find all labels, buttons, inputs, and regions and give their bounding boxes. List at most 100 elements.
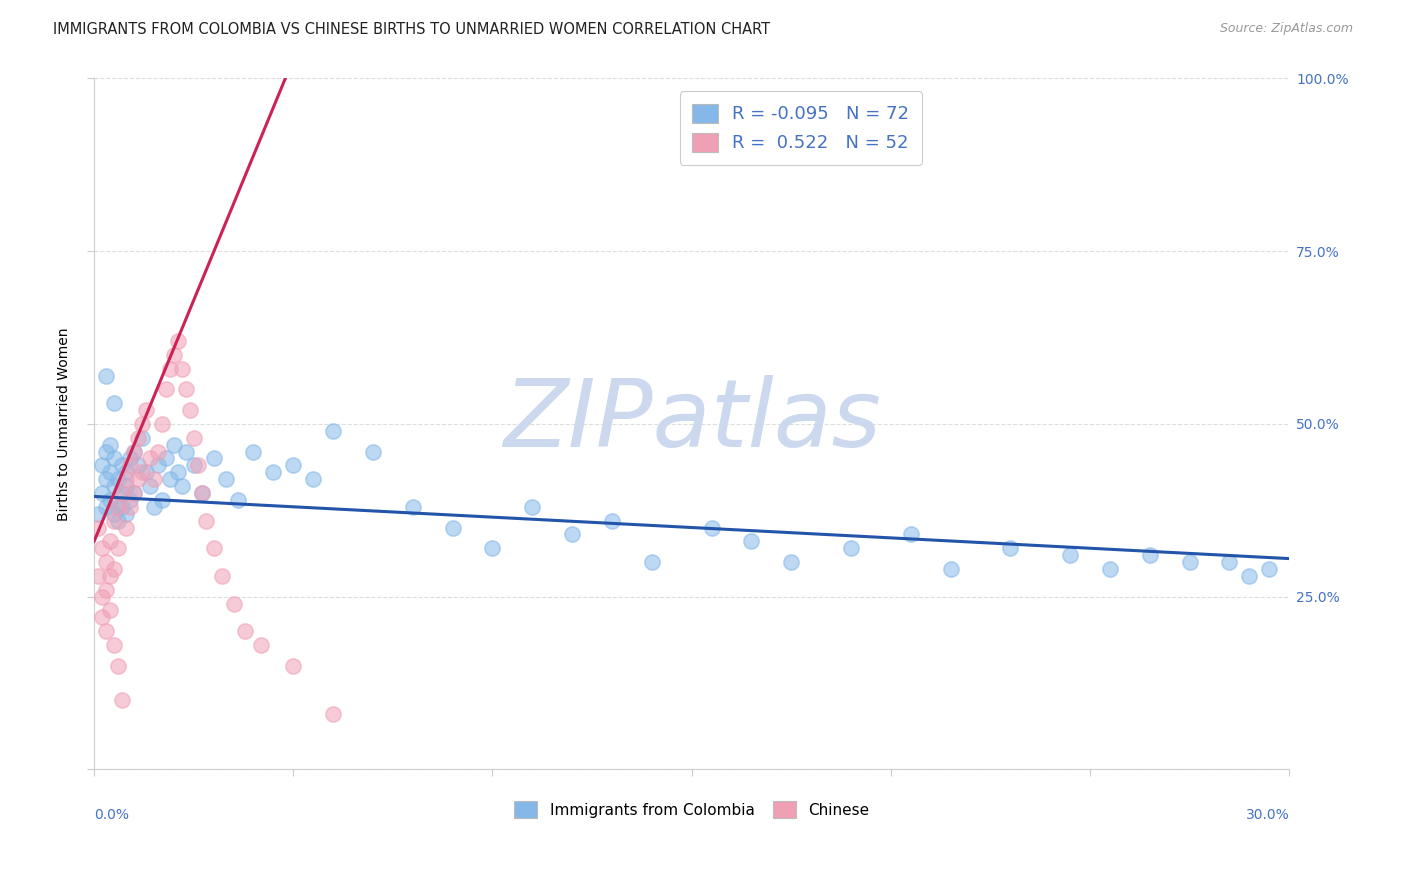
- Point: [139, 479, 162, 493]
- Point: [1239, 569, 1261, 583]
- Point: [111, 458, 134, 473]
- Point: [122, 486, 145, 500]
- Point: [242, 444, 264, 458]
- Point: [115, 472, 138, 486]
- Point: [103, 451, 125, 466]
- Point: [91, 486, 114, 500]
- Text: Source: ZipAtlas.com: Source: ZipAtlas.com: [1219, 22, 1353, 36]
- Point: [250, 638, 273, 652]
- Point: [361, 444, 384, 458]
- Point: [111, 486, 134, 500]
- Point: [118, 492, 141, 507]
- Point: [163, 437, 186, 451]
- Point: [183, 458, 205, 473]
- Point: [107, 658, 129, 673]
- Point: [1000, 541, 1022, 556]
- Point: [94, 582, 117, 597]
- Point: [94, 444, 117, 458]
- Point: [107, 472, 129, 486]
- Text: 30.0%: 30.0%: [1246, 808, 1289, 822]
- Point: [127, 472, 149, 486]
- Point: [127, 431, 149, 445]
- Point: [283, 658, 305, 673]
- Point: [94, 472, 117, 486]
- Point: [98, 465, 121, 479]
- Point: [214, 472, 236, 486]
- Point: [1139, 548, 1161, 562]
- Point: [150, 492, 173, 507]
- Point: [91, 590, 114, 604]
- Text: 0.0%: 0.0%: [94, 808, 129, 822]
- Point: [740, 534, 762, 549]
- Legend: Immigrants from Colombia, Chinese: Immigrants from Colombia, Chinese: [508, 795, 875, 824]
- Point: [780, 555, 803, 569]
- Point: [135, 403, 157, 417]
- Point: [111, 486, 134, 500]
- Point: [441, 520, 464, 534]
- Point: [87, 507, 110, 521]
- Point: [170, 361, 193, 376]
- Point: [122, 486, 145, 500]
- Text: ZIPatlas: ZIPatlas: [503, 375, 880, 466]
- Point: [174, 444, 197, 458]
- Point: [641, 555, 664, 569]
- Point: [1218, 555, 1240, 569]
- Point: [155, 451, 177, 466]
- Point: [262, 465, 284, 479]
- Point: [115, 520, 138, 534]
- Point: [561, 527, 583, 541]
- Point: [155, 382, 177, 396]
- Point: [190, 486, 212, 500]
- Point: [302, 472, 325, 486]
- Point: [107, 541, 129, 556]
- Point: [122, 444, 145, 458]
- Point: [1059, 548, 1081, 562]
- Point: [600, 514, 623, 528]
- Point: [103, 479, 125, 493]
- Point: [131, 431, 153, 445]
- Point: [94, 624, 117, 639]
- Point: [235, 624, 257, 639]
- Point: [98, 603, 121, 617]
- Point: [170, 479, 193, 493]
- Point: [322, 424, 344, 438]
- Point: [900, 527, 922, 541]
- Point: [939, 562, 962, 576]
- Point: [103, 562, 125, 576]
- Point: [111, 500, 134, 514]
- Point: [103, 638, 125, 652]
- Point: [115, 479, 138, 493]
- Point: [187, 458, 209, 473]
- Point: [103, 396, 125, 410]
- Point: [190, 486, 212, 500]
- Point: [91, 610, 114, 624]
- Point: [118, 500, 141, 514]
- Point: [194, 514, 217, 528]
- Point: [183, 431, 205, 445]
- Point: [166, 334, 188, 348]
- Point: [179, 403, 201, 417]
- Point: [163, 348, 186, 362]
- Point: [115, 507, 138, 521]
- Point: [94, 368, 117, 383]
- Point: [98, 534, 121, 549]
- Point: [103, 514, 125, 528]
- Point: [1258, 562, 1281, 576]
- Point: [107, 500, 129, 514]
- Point: [91, 541, 114, 556]
- Point: [322, 706, 344, 721]
- Point: [839, 541, 862, 556]
- Point: [98, 492, 121, 507]
- Point: [87, 569, 110, 583]
- Point: [146, 458, 169, 473]
- Point: [107, 500, 129, 514]
- Point: [159, 361, 181, 376]
- Point: [139, 451, 162, 466]
- Point: [283, 458, 305, 473]
- Point: [115, 465, 138, 479]
- Point: [142, 500, 165, 514]
- Point: [103, 507, 125, 521]
- Point: [481, 541, 503, 556]
- Point: [226, 492, 249, 507]
- Point: [522, 500, 544, 514]
